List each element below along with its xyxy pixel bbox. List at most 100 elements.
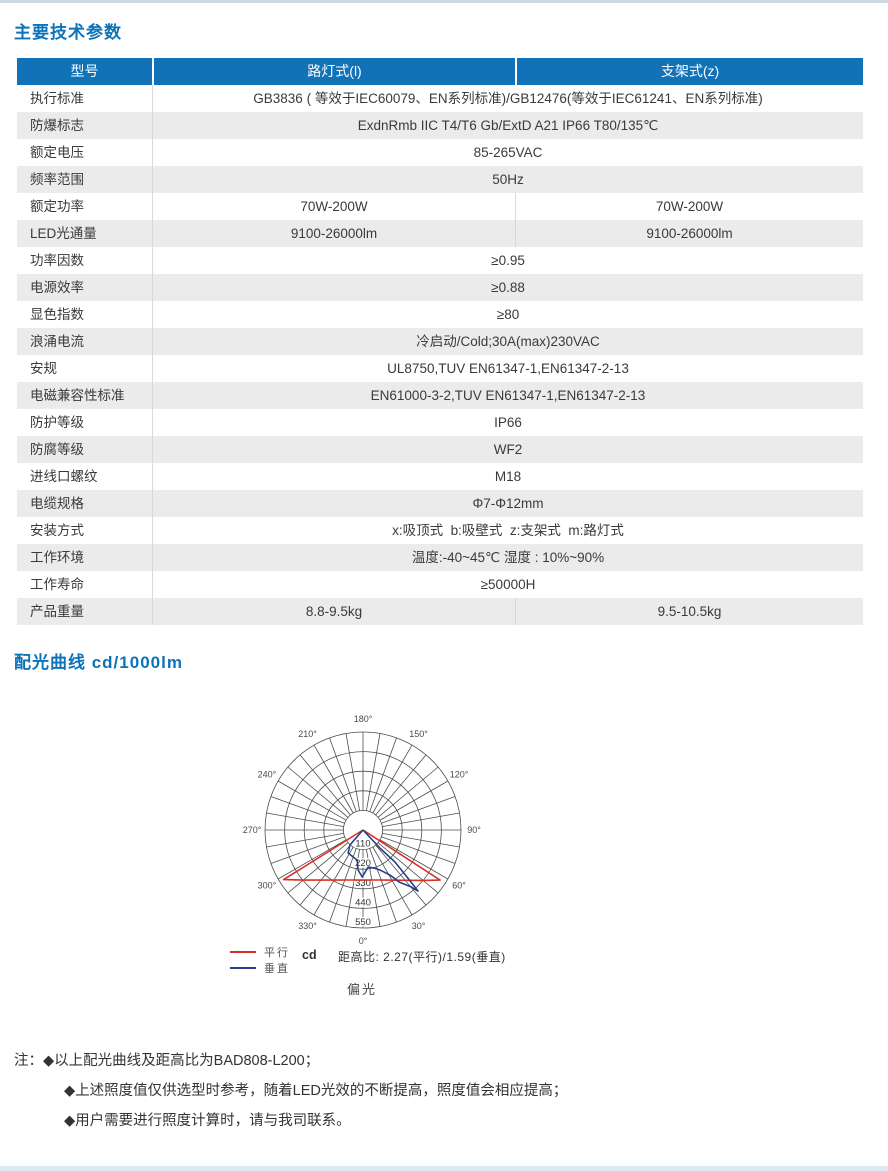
angle-tick-label: 0° [359, 936, 368, 946]
row-value: 9.5-10.5kg [515, 598, 863, 625]
row-value: ≥0.88 [152, 274, 863, 301]
row-label: 工作寿命 [30, 577, 84, 592]
legend-label-vertical: 垂直 [264, 963, 290, 975]
curve-vertical [347, 829, 419, 892]
polar-grid-spoke [366, 849, 381, 927]
row-label: LED光通量 [30, 226, 97, 241]
spec-table-body: 执行标准 GB3836 ( 等效于IEC60079、EN系列标准)/GB12476… [17, 85, 863, 625]
polar-grid-spoke [277, 780, 347, 821]
row-value: 70W-200W [515, 193, 863, 220]
polar-grid-spoke [381, 796, 456, 824]
polar-grid-spoke [266, 833, 344, 848]
angle-tick-label: 330° [298, 921, 317, 931]
angle-tick-label: 30° [412, 921, 426, 931]
radial-tick-label: 110 [355, 839, 370, 850]
table-header-model: 型号 [70, 63, 99, 79]
angle-tick-label: 60° [452, 881, 466, 891]
row-value: 冷启动/Cold;30A(max)230VAC [152, 328, 863, 355]
polar-grid-spoke [299, 754, 351, 816]
polar-grid-spoke [381, 836, 456, 864]
table-row: 电源效率 ≥0.88 [17, 274, 863, 301]
row-value: 9100-26000lm [515, 220, 863, 247]
polar-grid-spoke [369, 737, 397, 812]
table-row: 防爆标志 ExdnRmb IIC T4/T6 Gb/ExtD A21 IP66 T… [17, 112, 863, 139]
row-value: 50Hz [152, 166, 863, 193]
polar-grid-spoke [377, 842, 439, 894]
chart-legend: 平行 垂直 [230, 944, 290, 976]
polar-grid-spoke [287, 842, 349, 894]
row-value: EN61000-3-2,TUV EN61347-1,EN61347-2-13 [152, 382, 863, 409]
row-label: 进线口螺纹 [30, 469, 98, 484]
notes-prefix: 注： [14, 1053, 43, 1069]
table-row: 显色指数 ≥80 [17, 301, 863, 328]
row-label: 安装方式 [30, 523, 84, 538]
table-row: 进线口螺纹 M18 [17, 463, 863, 490]
table-row: 频率范围 50Hz [17, 166, 863, 193]
table-row: 浪涌电流 冷启动/Cold;30A(max)230VAC [17, 328, 863, 355]
polar-grid-spoke [270, 836, 345, 864]
polar-grid-spoke [375, 844, 427, 906]
table-row: 电缆规格 Φ7-Φ12mm [17, 490, 863, 517]
polar-grid-spoke [299, 844, 351, 906]
angle-tick-label: 120° [450, 770, 469, 780]
row-value: 70W-200W [152, 193, 515, 220]
polar-grid-spoke [313, 846, 354, 916]
table-row: 执行标准 GB3836 ( 等效于IEC60079、EN系列标准)/GB12476… [17, 85, 863, 112]
row-value: 温度:-40~45℃ 湿度 : 10%~90% [152, 544, 863, 571]
table-header-street-lamp-type: 路灯式(l) [152, 58, 515, 85]
legend-item-vertical: 垂直 [230, 960, 290, 976]
row-label: 产品重量 [30, 604, 84, 619]
row-value: ≥50000H [152, 571, 863, 598]
polar-grid-spoke [379, 839, 449, 880]
table-header-row: 型号 路灯式(l) 支架式(z) [17, 58, 863, 85]
row-label: 显色指数 [30, 307, 84, 322]
curve-parallel [282, 829, 441, 882]
polar-grid-spoke [313, 744, 354, 814]
row-value: 8.8-9.5kg [152, 598, 515, 625]
polar-grid-spoke [270, 796, 345, 824]
note-line-3: ◆用户需要进行照度计算时，请与我司联系。 [64, 1113, 351, 1129]
legend-line-vertical-icon [230, 967, 256, 969]
light-distribution-polar-chart: 0° 30° 60° 90° 120° 150° 180° 210° 240° 270° 300° 3… [243, 714, 482, 946]
angle-tick-label: 270° [243, 825, 262, 835]
row-label: 额定功率 [30, 199, 84, 214]
row-label: 额定电压 [30, 145, 84, 160]
table-row: 产品重量 8.8-9.5kg 9.5-10.5kg [17, 598, 863, 625]
row-value: IP66 [152, 409, 863, 436]
angle-tick-label: 180° [354, 714, 373, 724]
row-value: M18 [152, 463, 863, 490]
row-label: 浪涌电流 [30, 334, 84, 349]
row-label: 安规 [30, 361, 57, 376]
row-label: 功率因数 [30, 253, 84, 268]
angle-tick-label: 240° [258, 770, 277, 780]
chart-caption: 偏光 [347, 982, 378, 997]
radial-tick-label: 440 [355, 897, 371, 908]
table-row: 额定功率 70W-200W 70W-200W [17, 193, 863, 220]
row-value: Φ7-Φ12mm [152, 490, 863, 517]
table-row: 安装方式 x:吸顶式 b:吸壁式 z:支架式 m:路灯式 [17, 517, 863, 544]
row-label: 电磁兼容性标准 [30, 388, 125, 403]
section-title-tech-params: 主要技术参数 [14, 23, 122, 42]
chart-unit-label: cd [302, 948, 317, 962]
row-label: 电缆规格 [30, 496, 84, 511]
spacing-height-ratio-text: 距高比: 2.27(平行)/1.59(垂直) [338, 950, 506, 964]
legend-line-parallel-icon [230, 951, 256, 953]
table-row: 工作寿命 ≥50000H [17, 571, 863, 598]
row-label: 执行标准 [30, 91, 84, 106]
row-value: UL8750,TUV EN61347-1,EN61347-2-13 [152, 355, 863, 382]
row-label: 工作环境 [30, 550, 84, 565]
polar-grid-spoke [382, 833, 460, 848]
table-header-bracket-type: 支架式(z) [515, 58, 863, 85]
polar-grid-spoke [382, 812, 460, 827]
legend-item-parallel: 平行 [230, 944, 290, 960]
row-value: 85-265VAC [152, 139, 863, 166]
table-row: 防护等级 IP66 [17, 409, 863, 436]
angle-tick-label: 300° [258, 881, 277, 891]
note-text-1: ◆以上配光曲线及距高比为BAD808-L200； [43, 1053, 320, 1069]
row-value: GB3836 ( 等效于IEC60079、EN系列标准)/GB12476(等效于… [152, 85, 863, 112]
row-label: 防腐等级 [30, 442, 84, 457]
polar-grid-spoke [329, 737, 357, 812]
note-line-1: 注：◆以上配光曲线及距高比为BAD808-L200； [14, 1046, 567, 1076]
polar-grid-spoke [329, 848, 357, 923]
